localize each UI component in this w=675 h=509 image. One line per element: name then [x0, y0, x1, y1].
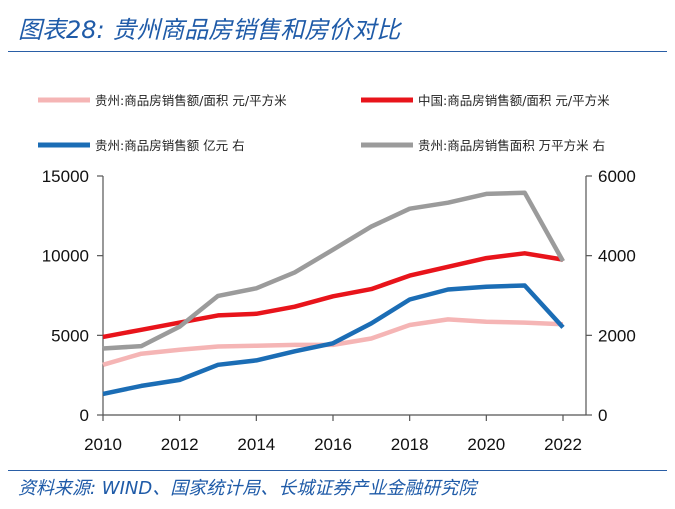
legend-label-1: 贵州:商品房销售额/面积 元/平方米	[95, 93, 287, 108]
series-line-2	[102, 251, 564, 340]
figure-title: 图表28: 贵州商品房销售和房价对比	[18, 16, 401, 44]
legend-label-2: 中国:商品房销售额/面积 元/平方米	[418, 93, 610, 108]
left-tick-label: 5000	[51, 326, 89, 345]
x-tick-label: 2020	[467, 435, 505, 454]
left-tick-label: 0	[80, 406, 89, 425]
axes: 0 5000 10000 15000 0 2000 4000 6000 2010 2012 2014…	[42, 167, 636, 454]
legend-label-3: 贵州:商品房销售额 亿元 右	[95, 138, 245, 153]
chart-area: 贵州:商品房销售额/面积 元/平方米 中国:商品房销售额/面积 元/平方米贵州:商…	[38, 93, 636, 454]
left-tick-label: 10000	[42, 247, 89, 266]
x-tick-label: 2022	[544, 435, 582, 454]
x-tick-label: 2012	[161, 435, 199, 454]
x-tick-label: 2018	[391, 435, 429, 454]
source-note: 资料来源: WIND、国家统计局、长城证券产业金融研究院	[18, 478, 477, 499]
legend: 贵州:商品房销售额/面积 元/平方米 中国:商品房销售额/面积 元/平方米贵州:商…	[38, 93, 610, 153]
right-tick-label: 4000	[598, 247, 636, 266]
left-tick-label: 15000	[42, 167, 89, 186]
x-tick-label: 2014	[237, 435, 275, 454]
title-rule	[8, 51, 667, 52]
series-lines	[102, 190, 565, 397]
x-tick-label: 2010	[84, 435, 122, 454]
series-line-3	[102, 283, 565, 397]
x-tick-label: 2016	[314, 435, 352, 454]
right-tick-label: 0	[598, 406, 607, 425]
right-tick-label: 6000	[598, 167, 636, 186]
series-line-4	[102, 190, 565, 351]
right-tick-label: 2000	[598, 326, 636, 345]
legend-label-4: 贵州:商品房销售面积 万平方米 右	[418, 138, 605, 153]
source-rule	[8, 470, 667, 471]
